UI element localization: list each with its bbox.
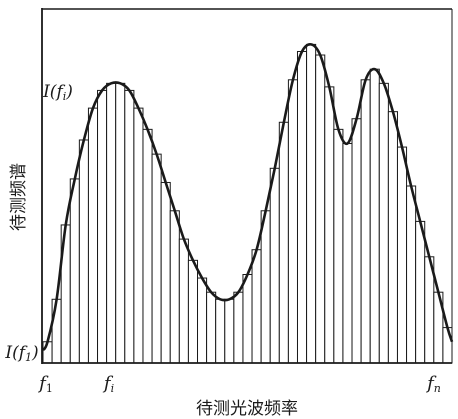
bar [406,185,417,364]
bar [233,291,244,364]
bar [224,298,235,364]
bar [396,146,408,364]
x-axis-label: 待测光波频率 [196,399,298,419]
bar [169,210,180,364]
bar [178,238,189,364]
bar [78,139,89,364]
bar [387,111,398,364]
bar [115,82,126,364]
bar-group [42,43,453,364]
bar [296,50,308,364]
bar [287,79,298,364]
bar [242,274,253,364]
bar [142,128,153,364]
x-tick-label-fi: fi [102,373,114,395]
bar [269,167,280,364]
x-tick-label-f1: f1 [37,373,53,395]
bar [369,68,380,364]
bar [378,82,389,364]
bar [51,298,62,364]
bar [133,107,144,364]
y-axis-label: 待测频谱 [9,163,29,231]
bar [278,121,289,364]
bar [87,107,99,364]
bar [306,43,317,364]
bar [215,298,226,364]
bar [260,210,271,364]
bar [106,82,117,364]
bar [97,89,108,364]
bar [206,291,217,364]
bar [360,79,371,364]
bar [333,128,344,364]
spectrum-envelope-curve [41,42,454,352]
bar [151,153,162,364]
bar [351,118,362,364]
bar [315,54,326,364]
bar [197,277,208,364]
bar [160,181,171,364]
bar [324,86,335,364]
bar [251,249,262,364]
bar [124,89,135,364]
bar [69,178,80,364]
bar [342,143,353,364]
bar [187,259,199,364]
bar [442,327,453,364]
bar [415,220,426,364]
annotation-peak-intensity: I(fi) [42,82,73,103]
annotation-first-intensity: I(f1) [4,343,38,364]
x-tick-label-fn: fn [425,373,441,395]
